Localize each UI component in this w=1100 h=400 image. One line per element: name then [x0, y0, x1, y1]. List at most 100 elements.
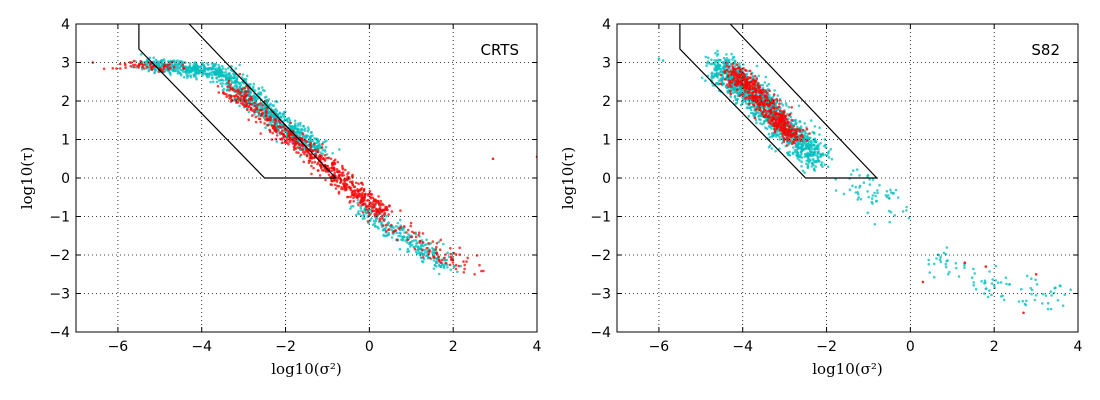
s82-cyan-point	[818, 133, 821, 136]
crts-cyan-point	[361, 217, 365, 220]
s82-cyan-point	[710, 58, 713, 62]
s82-cyan-point	[771, 134, 774, 138]
crts-red-point	[280, 129, 284, 132]
crts-cyan-point	[422, 244, 425, 248]
crts-cyan-point	[228, 72, 231, 75]
s82-red-point	[753, 82, 757, 86]
s82-red-point	[805, 139, 809, 142]
s82-red-point	[775, 127, 779, 131]
s82-cyan-point	[894, 188, 898, 192]
s82-red-point	[726, 83, 729, 86]
crts-cyan-point	[374, 224, 377, 227]
crts-cyan-point	[177, 63, 181, 66]
s82-red-point	[734, 71, 737, 74]
crts-cyan-point	[293, 124, 297, 128]
s82-red-point	[746, 75, 750, 79]
crts-red-point	[273, 129, 277, 132]
crts-red-point	[360, 187, 364, 190]
crts-red-point	[234, 89, 237, 93]
crts-red-point	[361, 183, 365, 186]
crts-red-point	[157, 70, 160, 73]
s82-red-point	[781, 135, 784, 138]
crts-red-point	[435, 242, 439, 245]
crts-red-point	[412, 231, 416, 235]
s82-red-point	[768, 120, 771, 124]
crts-cyan-point	[148, 56, 152, 60]
s82-cyan-point	[807, 161, 811, 164]
s82-cyan-point	[896, 196, 900, 199]
crts-red-point	[310, 161, 314, 164]
s82-cyan-point	[866, 174, 869, 178]
s82-cyan-point	[806, 158, 810, 162]
s82-red-point	[772, 110, 776, 113]
crts-red-point	[454, 263, 458, 267]
s82-red-point	[769, 111, 773, 114]
crts-cyan-point	[287, 116, 291, 120]
crts-cyan-point	[437, 272, 441, 276]
s82-red-point	[735, 63, 739, 66]
crts-cyan-point	[401, 239, 405, 242]
s82-cyan-point	[733, 59, 737, 63]
s82-red-point	[751, 91, 755, 94]
s82-cyan-point	[905, 205, 908, 209]
s82-cyan-point	[759, 122, 762, 125]
crts-red-point	[333, 171, 337, 175]
crts-cyan-point	[212, 80, 215, 83]
crts-red-point	[251, 109, 254, 112]
crts-cyan-point	[319, 151, 323, 154]
crts-cyan-point	[231, 76, 234, 79]
crts-cyan-point	[173, 62, 177, 65]
crts-red-point	[463, 263, 467, 267]
s82-cyan-point	[761, 83, 764, 87]
crts-cyan-point	[417, 251, 421, 254]
s82-cyan-point	[999, 281, 1003, 284]
s82-red-point	[984, 265, 988, 268]
s82-cyan-point	[946, 259, 949, 262]
crts-cyan-point	[221, 82, 224, 85]
crts-red-point	[229, 83, 232, 86]
crts-red-point	[297, 151, 300, 154]
s82-cyan-point	[866, 190, 869, 193]
crts-cyan-point	[191, 66, 194, 69]
crts-red-point	[248, 97, 251, 101]
crts-red-point	[310, 164, 313, 168]
s82-cyan-point	[1034, 278, 1037, 282]
crts-red-point	[313, 148, 317, 152]
crts-cyan-point	[415, 242, 418, 246]
s82-cyan-point	[800, 165, 803, 168]
s82-red-point	[728, 81, 731, 84]
s82-cyan-point	[796, 125, 799, 129]
s82-cyan-point	[751, 111, 755, 115]
crts-cyan-point	[152, 56, 155, 59]
s82-cyan-point	[990, 293, 993, 297]
s82-cyan-point	[1034, 294, 1038, 297]
s82-cyan-point	[803, 122, 806, 125]
s82-cyan-point	[796, 151, 800, 155]
s82-red-point	[734, 67, 738, 71]
crts-cyan-point	[311, 139, 315, 143]
s82-cyan-point	[739, 87, 742, 91]
crts-cyan-point	[186, 68, 190, 72]
crts-red-point	[273, 118, 277, 122]
s82-cyan-point	[870, 197, 874, 200]
s82-red-point	[755, 107, 759, 111]
s82-x-tick-label: −4	[732, 339, 753, 355]
s82-cyan-point	[1030, 292, 1033, 296]
s82-red-point	[790, 133, 793, 137]
crts-cyan-point	[171, 68, 174, 72]
crts-red-point	[309, 154, 312, 158]
crts-red-point	[289, 121, 293, 125]
crts-cyan-point	[227, 66, 230, 70]
crts-red-point	[238, 93, 241, 96]
crts-cyan-point	[446, 266, 449, 269]
s82-cyan-point	[750, 105, 754, 109]
s82-cyan-point	[704, 55, 708, 59]
crts-cyan-point	[459, 264, 463, 268]
crts-cyan-point	[217, 72, 220, 75]
s82-cyan-point	[901, 210, 905, 213]
s82-red-point	[764, 103, 768, 106]
crts-cyan-point	[425, 243, 428, 246]
crts-cyan-point	[253, 89, 257, 92]
s82-cyan-point	[873, 191, 876, 195]
s82-cyan-point	[826, 165, 830, 168]
